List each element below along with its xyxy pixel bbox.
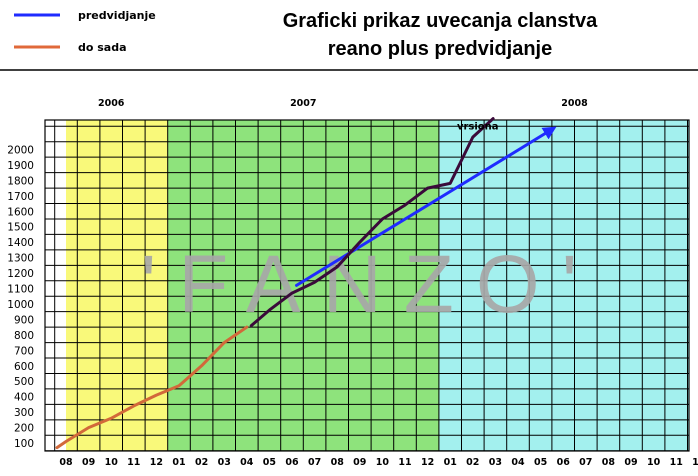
x-tick-label: 08 bbox=[59, 457, 73, 468]
x-tick-label: 03 bbox=[489, 457, 502, 468]
y-tick-label: 700 bbox=[14, 345, 34, 357]
x-tick-labels: 08 09 10 11 12 01 02 03 04 05 06 07 08 09 10 11 12 01 02 03… bbox=[59, 457, 698, 468]
y-tick-label: 1300 bbox=[7, 253, 34, 265]
x-tick-label: 06 bbox=[285, 457, 299, 468]
band-2 bbox=[438, 120, 689, 451]
y-tick-label: 1900 bbox=[7, 160, 34, 172]
x-tick-label: 09 bbox=[82, 457, 95, 468]
y-tick-label: 1400 bbox=[7, 237, 34, 249]
y-tick-label: 900 bbox=[14, 314, 34, 326]
x-tick-label: 01 bbox=[444, 457, 457, 468]
x-tick-label: 10 bbox=[647, 457, 661, 468]
y-tick-label: 1600 bbox=[7, 206, 34, 218]
y-tick-label: 300 bbox=[14, 407, 34, 419]
y-tick-label: 500 bbox=[14, 376, 34, 388]
y-tick-label: 100 bbox=[14, 438, 34, 450]
x-tick-label: 09 bbox=[624, 457, 637, 468]
legend-label: predvidjanje bbox=[78, 9, 156, 22]
x-tick-label: 11 bbox=[398, 457, 411, 468]
x-tick-label: 02 bbox=[466, 457, 479, 468]
x-tick-label: 06 bbox=[557, 457, 571, 468]
y-tick-label: 200 bbox=[14, 423, 34, 435]
plot-frame bbox=[44, 119, 690, 452]
band-0 bbox=[66, 120, 168, 451]
y-tick-label: 1700 bbox=[7, 191, 34, 203]
x-tick-label: 07 bbox=[308, 457, 321, 468]
y-tick-label: 400 bbox=[14, 392, 34, 404]
y-tick-label: 800 bbox=[14, 330, 34, 342]
chart-title: Graficki prikaz uvecanja clanstva bbox=[283, 10, 598, 32]
watermark-text: 'FANZO' bbox=[141, 239, 600, 330]
x-tick-label: 12 bbox=[692, 457, 698, 468]
y-tick-label: 1000 bbox=[7, 299, 34, 311]
y-tick-label: 1100 bbox=[7, 284, 34, 296]
legend: predvidjanje do sada bbox=[14, 9, 156, 54]
y-tick-label: 1800 bbox=[7, 175, 34, 187]
legend-label: do sada bbox=[78, 41, 127, 54]
x-tick-label: 08 bbox=[331, 457, 345, 468]
series-line-0 bbox=[55, 325, 249, 450]
annotation-label: vrsiona bbox=[457, 121, 499, 132]
y-tick-labels: 100 200 300 400 500 600 700 800 900 1000 1100 1200 1… bbox=[7, 144, 34, 450]
year-label: 2006 bbox=[98, 98, 125, 109]
y-tick-label: 1200 bbox=[7, 268, 34, 280]
x-tick-label: 08 bbox=[602, 457, 616, 468]
y-tick-label: 1500 bbox=[7, 222, 34, 234]
x-tick-label: 01 bbox=[172, 457, 185, 468]
chart-subtitle: reano plus predvidjanje bbox=[328, 38, 553, 60]
x-tick-label: 12 bbox=[421, 457, 434, 468]
y-tick-label: 600 bbox=[14, 361, 34, 373]
year-label: 2007 bbox=[290, 98, 316, 109]
x-tick-label: 11 bbox=[127, 457, 140, 468]
grid-lines bbox=[44, 119, 690, 452]
x-tick-label: 10 bbox=[105, 457, 119, 468]
x-tick-label: 10 bbox=[376, 457, 390, 468]
x-tick-label: 04 bbox=[240, 457, 254, 468]
x-tick-label: 05 bbox=[263, 457, 276, 468]
x-tick-label: 12 bbox=[150, 457, 163, 468]
x-tick-label: 03 bbox=[218, 457, 231, 468]
x-tick-label: 07 bbox=[579, 457, 592, 468]
year-labels: 2006 2007 2008 bbox=[98, 98, 588, 109]
annotations: vrsiona bbox=[457, 121, 499, 132]
x-tick-label: 04 bbox=[511, 457, 525, 468]
x-tick-label: 05 bbox=[534, 457, 547, 468]
x-tick-label: 09 bbox=[353, 457, 366, 468]
series-line-1 bbox=[295, 126, 557, 287]
x-tick-label: 02 bbox=[195, 457, 208, 468]
y-tick-label: 2000 bbox=[7, 144, 34, 156]
x-tick-label: 11 bbox=[670, 457, 683, 468]
series-lines bbox=[55, 117, 557, 450]
series-line-2 bbox=[249, 117, 495, 328]
year-label: 2008 bbox=[561, 98, 588, 109]
